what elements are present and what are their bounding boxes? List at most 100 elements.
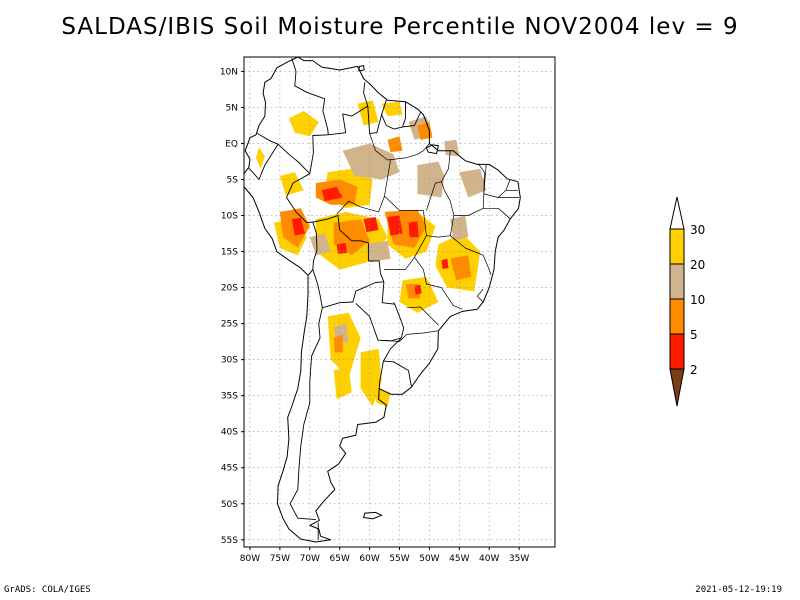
state-border <box>453 163 485 216</box>
shade-region-p5 <box>414 284 422 295</box>
shade-region-p5 <box>321 186 343 202</box>
lon-tick-label: 50W <box>419 554 439 564</box>
continent-coastline <box>244 57 521 543</box>
state-border <box>406 330 438 335</box>
colorbar-upper-triangle <box>669 196 685 230</box>
island-coastline <box>358 65 365 72</box>
shade-region-p20 <box>342 143 400 180</box>
state-border <box>384 334 407 342</box>
lat-tick-label: 5S <box>227 176 239 186</box>
lat-tick-label: 30S <box>221 356 238 366</box>
shade-region-p30 <box>256 147 265 169</box>
timestamp: 2021-05-12-19:19 <box>695 585 782 595</box>
colorbar-label-p20: 20 <box>690 258 705 272</box>
lat-tick-label: 10S <box>221 212 238 222</box>
state-border <box>450 235 492 275</box>
lon-tick-label: 80W <box>240 554 260 564</box>
lat-tick-label: 55S <box>221 536 238 546</box>
country-border <box>289 307 323 521</box>
colorbar-swatch-p30 <box>669 228 685 265</box>
shade-region-p10 <box>333 334 343 353</box>
country-border <box>328 82 369 136</box>
island-coastline <box>362 511 383 520</box>
colorbar-label-p2: 2 <box>690 363 698 377</box>
coastline-and-borders-layer <box>244 57 521 543</box>
country-border <box>248 143 279 180</box>
state-border <box>426 181 455 238</box>
state-border <box>476 288 484 303</box>
shade-region-p20 <box>366 240 391 263</box>
lon-tick-label: 60W <box>359 554 379 564</box>
lat-tick-label: 25S <box>221 320 238 330</box>
shade-region-p5 <box>336 242 347 254</box>
shade-region-p20 <box>309 233 331 256</box>
shade-region-p30 <box>327 312 361 378</box>
shade-region-p5 <box>291 217 305 236</box>
shade-region-p20 <box>417 161 445 198</box>
lat-tick-label: EQ <box>225 139 238 149</box>
shade-region-p5 <box>363 217 379 233</box>
state-border <box>336 159 391 215</box>
country-border <box>313 215 385 282</box>
lat-tick-label: 50S <box>221 500 238 510</box>
country-border <box>256 133 311 175</box>
colorbar-swatch-p20 <box>669 263 685 300</box>
state-border <box>483 207 511 220</box>
lon-tick-label: 45W <box>449 554 469 564</box>
shade-region-p30 <box>333 366 352 400</box>
shade-region-p10 <box>417 121 433 140</box>
state-border <box>406 306 439 326</box>
country-border <box>309 134 329 174</box>
country-border <box>291 58 329 135</box>
lat-tick-label: 45S <box>221 464 238 474</box>
lon-tick-label: 65W <box>330 554 350 564</box>
shade-region-p30 <box>381 101 403 117</box>
lon-tick-label: 40W <box>479 554 499 564</box>
island-coastline <box>315 57 318 58</box>
colorbar-label-p30: 30 <box>690 223 705 237</box>
lon-tick-label: 70W <box>300 554 320 564</box>
shade-region-p30 <box>279 172 304 196</box>
lat-tick-label: 10N <box>220 67 238 77</box>
map-title: SALDAS/IBIS Soil Moisture Percentile NOV… <box>61 14 739 40</box>
shade-region-p30 <box>288 111 319 137</box>
country-border <box>378 361 384 389</box>
colorbar-label-p5: 5 <box>690 328 698 342</box>
state-border <box>414 257 463 310</box>
colorbar-swatch-p10 <box>669 298 685 335</box>
state-border <box>369 133 430 161</box>
country-border <box>355 281 405 342</box>
lon-tick-label: 55W <box>389 554 409 564</box>
lon-tick-label: 75W <box>270 554 290 564</box>
shade-region-p20 <box>459 168 487 198</box>
country-border <box>402 112 421 128</box>
country-border <box>367 100 387 134</box>
colorbar-swatch-p5 <box>669 333 685 370</box>
shade-region-p10 <box>450 255 472 281</box>
grads-credit: GrADS: COLA/IGES <box>4 585 91 595</box>
country-border <box>312 269 384 309</box>
lat-tick-label: 20S <box>221 284 238 294</box>
axis-tick-labels: 80W 75W 70W 65W 60W 55W 50W 45W 40W 35W 10N 5N EQ 5S 1… <box>220 67 530 564</box>
shade-region-p10 <box>387 136 403 153</box>
lat-tick-label: 35S <box>221 392 238 402</box>
lat-tick-label: 40S <box>221 428 238 438</box>
shade-region-p5 <box>441 258 449 269</box>
lat-tick-label: 5N <box>226 103 238 113</box>
percentile-shading-layer <box>256 100 487 407</box>
state-border <box>393 301 396 305</box>
shade-region-p30 <box>372 388 391 407</box>
lon-tick-label: 35W <box>509 554 529 564</box>
state-border <box>441 150 451 182</box>
colorbar-label-p10: 10 <box>690 293 705 307</box>
country-border <box>381 101 406 130</box>
shade-region-p5 <box>387 215 403 236</box>
island-coastline <box>425 144 440 155</box>
country-border <box>382 337 412 388</box>
shade-region-p5 <box>408 221 419 238</box>
colorbar-lower-triangle <box>669 368 685 407</box>
country-border <box>286 173 318 276</box>
lat-tick-label: 15S <box>221 248 238 258</box>
colorbar-legend: 30 20 10 5 2 <box>669 196 705 407</box>
